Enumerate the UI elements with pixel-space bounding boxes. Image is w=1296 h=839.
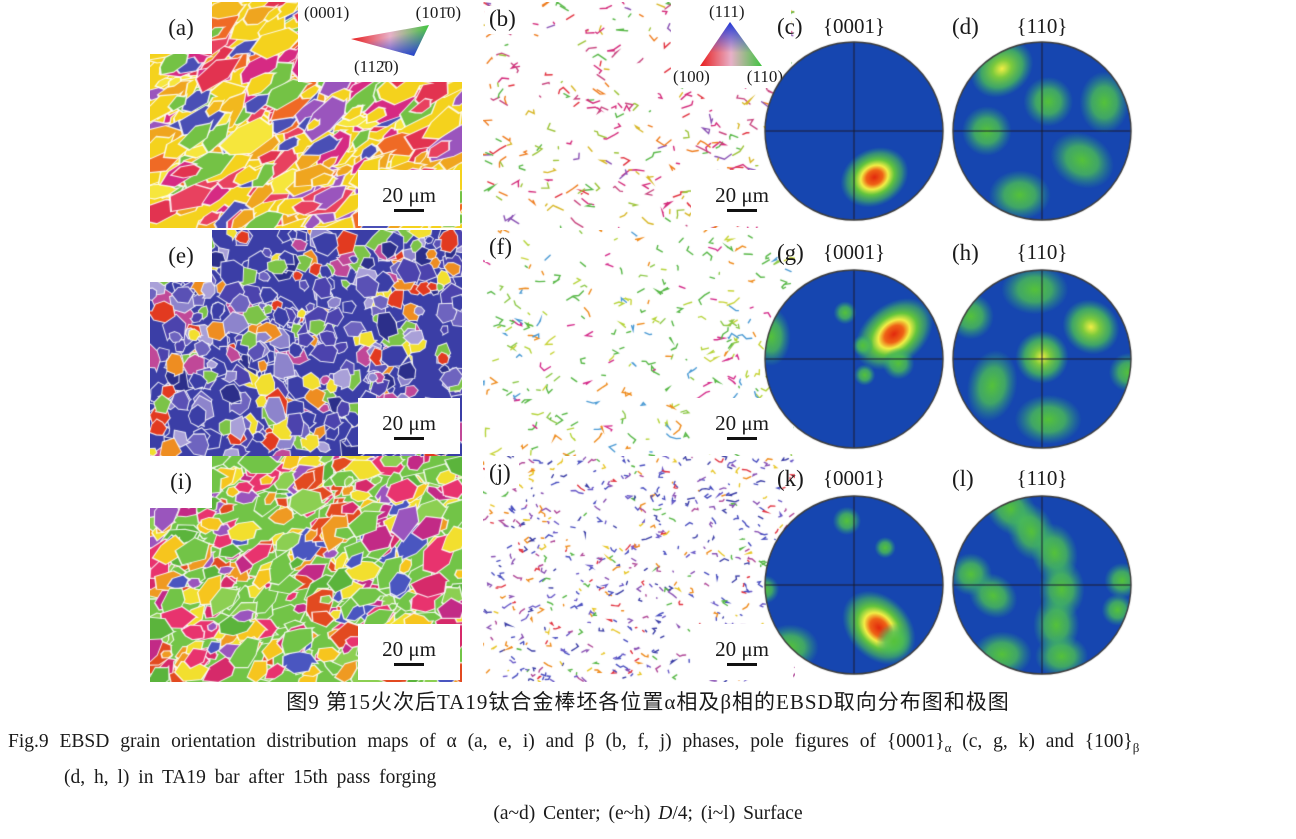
scale-bar-line: [727, 663, 757, 666]
legend-label-11-20: (112̄0): [354, 57, 399, 76]
caption-chinese: 图9 第15火次后TA19钛合金棒坯各位置α相及β相的EBSD取向分布图和极图: [286, 690, 1010, 714]
caption-en1-sub-alpha: α: [944, 739, 952, 755]
panel-label-l: (l): [952, 466, 974, 491]
panel-label-k: (k): [777, 466, 804, 491]
scale-bar-e: 20 μm: [358, 398, 460, 454]
caption-en3-pre: (a~d) Center; (e~h): [493, 803, 659, 824]
caption-en1-text2: (c, g, k) and {100}: [951, 731, 1133, 752]
panel-label-box: (i): [150, 456, 212, 508]
pole-title-h: {110}: [1016, 240, 1068, 264]
scale-bar-line: [727, 209, 757, 212]
panel-e-ebsd-alpha-map: (e) 20 μm: [150, 230, 462, 456]
panel-label-box: (a): [150, 2, 212, 54]
caption-en3-italic-d: D: [658, 803, 673, 824]
pole-title-l: {110}: [1016, 466, 1068, 490]
scale-bar-i: 20 μm: [358, 624, 460, 680]
caption-english-line3: (a~d) Center; (e~h) D/4; (i~l) Surface: [0, 803, 1296, 825]
ipf-legend-alpha: (0001) (101̄0) (112̄0): [298, 2, 462, 82]
pole-title-k: {0001}: [822, 466, 886, 490]
pole-figure-k: [763, 494, 945, 676]
pole-figure-c: [763, 40, 945, 222]
panel-label-h: (h): [952, 240, 979, 265]
panel-label-j: (j): [485, 460, 519, 488]
panel-f-ebsd-beta-map: (f) 20 μm: [483, 230, 795, 456]
pole-title-g: {0001}: [822, 240, 886, 264]
pole-figure-d: [951, 40, 1133, 222]
panel-a-ebsd-alpha-map: (a) (0001) (101̄0) (112̄0) 20 μm: [150, 2, 462, 228]
pole-figure-l: [951, 494, 1133, 676]
ipf-triangle-beta-icon: [700, 22, 762, 66]
legend-label-100: (100): [673, 67, 710, 86]
legend-label-10-10: (101̄0): [415, 3, 461, 22]
panel-label-d: (d): [952, 14, 979, 39]
panel-b-ebsd-beta-map: (b) (111) (100) (110) 20 μm: [483, 2, 795, 228]
pole-title-d: {110}: [1016, 14, 1068, 38]
panel-label-g: (g): [777, 240, 804, 265]
panel-label-a: (a): [168, 15, 194, 40]
caption-english-line1: Fig.9 EBSD grain orientation distributio…: [8, 731, 1139, 756]
scale-bar-text: 20 μm: [715, 183, 769, 207]
panel-i-ebsd-alpha-map: (i) 20 μm: [150, 456, 462, 682]
scale-bar-text: 20 μm: [715, 411, 769, 435]
legend-label-0001: (0001): [304, 3, 350, 22]
panel-label-f: (f): [485, 234, 520, 262]
panel-label-e: (e): [168, 243, 194, 268]
caption-en3-post: /4; (i~l) Surface: [672, 803, 803, 824]
panel-label-c: (c): [777, 14, 803, 39]
ipf-triangle-alpha-icon: [351, 25, 429, 56]
pole-figure-g: [763, 268, 945, 450]
scale-bar-line: [727, 437, 757, 440]
panel-label-i: (i): [170, 469, 192, 494]
scale-bar-line: [394, 209, 424, 212]
pole-figure-h: [951, 268, 1133, 450]
scale-bar-text: 20 μm: [382, 637, 436, 661]
panel-j-ebsd-beta-map: (j) 20 μm: [483, 456, 795, 682]
scale-bar-text: 20 μm: [715, 637, 769, 661]
scale-bar-text: 20 μm: [382, 411, 436, 435]
scale-bar-text: 20 μm: [382, 183, 436, 207]
panel-label-box: (e): [150, 230, 212, 282]
panel-label-b: (b): [485, 6, 524, 34]
caption-en1-text: Fig.9 EBSD grain orientation distributio…: [8, 731, 945, 752]
scale-bar-line: [394, 437, 424, 440]
caption-english-line2: (d, h, l) in TA19 bar after 15th pass fo…: [64, 767, 437, 788]
scale-bar-a: 20 μm: [358, 170, 460, 226]
legend-label-111: (111): [709, 2, 745, 21]
caption-en1-sub-beta: β: [1132, 739, 1140, 755]
pole-title-c: {0001}: [822, 14, 886, 38]
scale-bar-line: [394, 663, 424, 666]
